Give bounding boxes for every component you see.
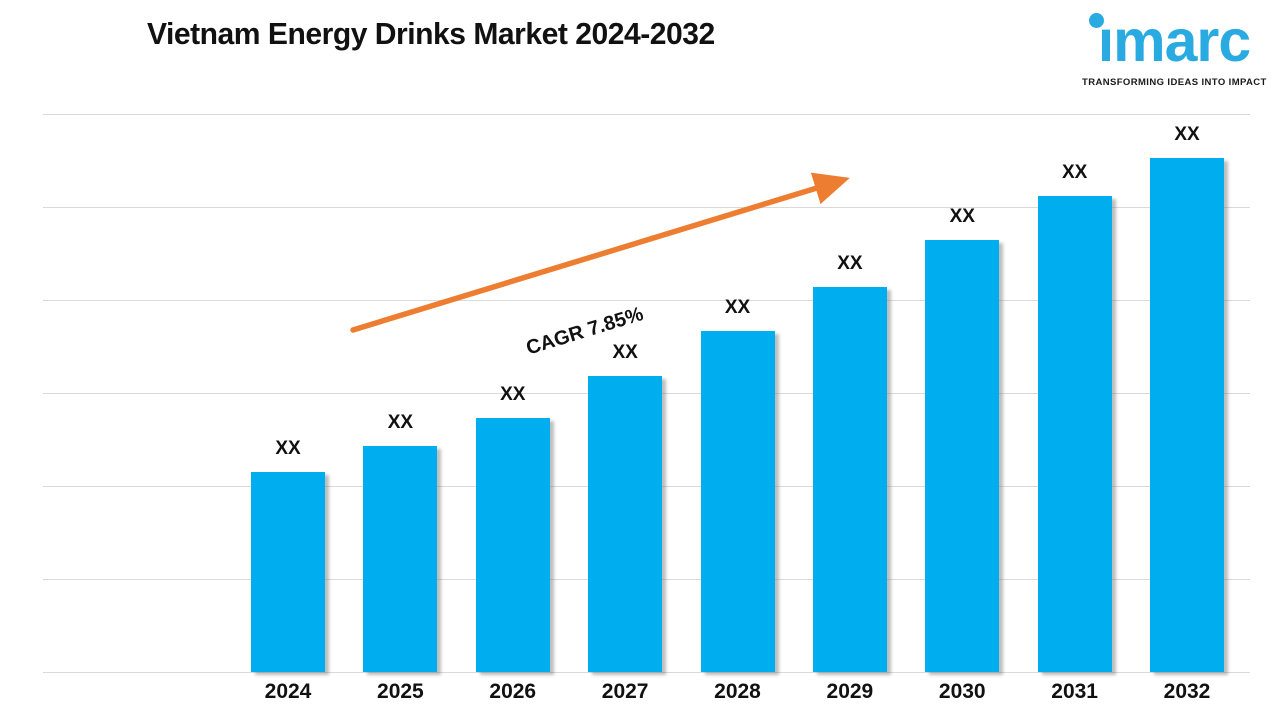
x-axis-label-2030: 2030: [938, 680, 986, 703]
bar-value-label-2027: XX: [612, 342, 638, 363]
bar-2026: [475, 418, 550, 672]
logo-i-dot-icon: [1089, 13, 1104, 28]
bar-value-label-2030: XX: [949, 206, 975, 227]
x-axis-label-2024: 2024: [264, 680, 312, 703]
bar-value-label-2028: XX: [724, 297, 751, 318]
bar-2031: [1037, 196, 1112, 672]
bar-2030: [925, 240, 1000, 672]
x-axis-label-2029: 2029: [826, 680, 874, 703]
bar-chart: CAGR 7.85% XX 2024 XX 2025 XX 2026 XX 2027 XX 202…: [43, 114, 1250, 703]
bar-value-label-2026: XX: [500, 384, 526, 405]
bar-2024: [251, 472, 325, 672]
x-axis-label-2025: 2025: [377, 680, 424, 703]
chart-title: Vietnam Energy Drinks Market 2024-2032: [147, 16, 715, 51]
x-axis-label-2026: 2026: [489, 680, 537, 703]
bar-2032: [1150, 158, 1224, 672]
bar-2027: [588, 376, 663, 672]
bar-value-label-2024: XX: [275, 438, 301, 459]
bar-value-label-2031: XX: [1061, 162, 1088, 183]
imarc-tagline: TRANSFORMING IDEAS INTO IMPACT: [1082, 77, 1267, 88]
imarc-wordmark-text: ımarc: [1097, 8, 1251, 74]
bar-value-label-2029: XX: [837, 253, 863, 274]
bar-value-label-2032: XX: [1174, 124, 1200, 145]
imarc-wordmark: ımarc: [1082, 6, 1266, 76]
bar-2028: [700, 331, 775, 672]
bar-2025: [363, 446, 438, 672]
gridline: [43, 114, 1250, 115]
x-axis-label-2028: 2028: [714, 680, 761, 703]
x-axis-label-2032: 2032: [1163, 680, 1211, 703]
x-axis-label-2031: 2031: [1051, 680, 1098, 703]
bar-2029: [812, 287, 887, 672]
gridline: [43, 672, 1250, 673]
bar-value-label-2025: XX: [387, 412, 414, 433]
x-axis-label-2027: 2027: [601, 680, 649, 703]
imarc-logo: ımarc TRANSFORMING IDEAS INTO IMPACT: [1082, 6, 1266, 88]
